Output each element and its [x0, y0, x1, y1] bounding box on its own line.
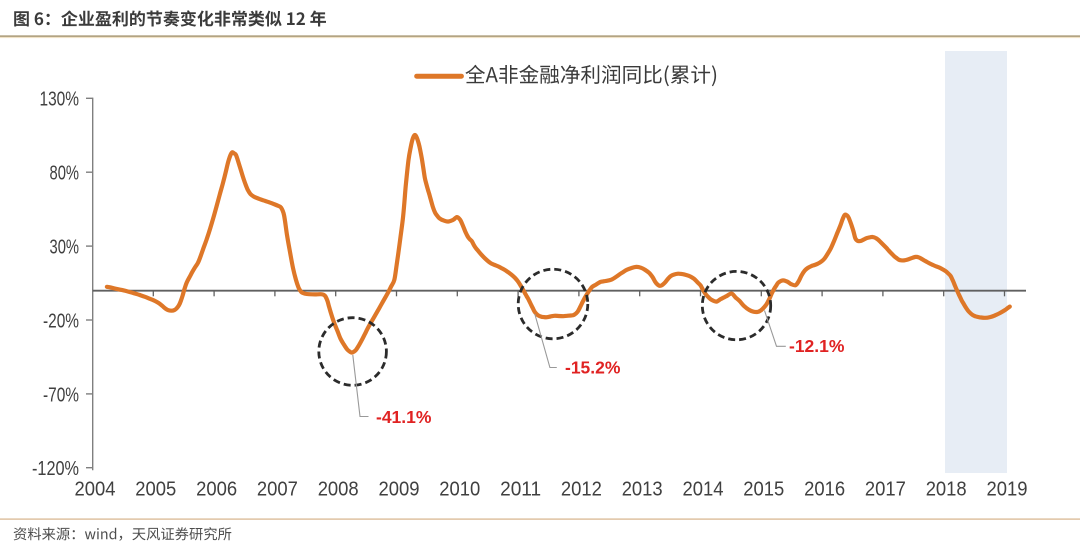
svg-text:2006: 2006	[196, 479, 237, 501]
svg-text:-20%: -20%	[43, 310, 79, 332]
svg-text:2018: 2018	[926, 479, 967, 501]
svg-text:2005: 2005	[135, 479, 176, 501]
svg-text:2008: 2008	[318, 479, 359, 501]
svg-text:130%: 130%	[40, 89, 80, 111]
svg-text:-120%: -120%	[32, 458, 79, 480]
svg-text:-70%: -70%	[43, 384, 79, 406]
svg-text:2017: 2017	[865, 479, 906, 501]
svg-text:-12.1%: -12.1%	[789, 336, 845, 356]
svg-text:2015: 2015	[743, 479, 784, 501]
svg-text:80%: 80%	[50, 163, 80, 185]
svg-text:2016: 2016	[804, 479, 845, 501]
svg-text:2014: 2014	[683, 479, 724, 501]
svg-text:2011: 2011	[500, 479, 541, 501]
svg-text:2009: 2009	[379, 479, 420, 501]
svg-text:2013: 2013	[622, 479, 663, 501]
svg-text:-15.2%: -15.2%	[565, 358, 621, 378]
svg-text:2019: 2019	[987, 479, 1028, 501]
svg-text:30%: 30%	[50, 237, 80, 259]
svg-text:-41.1%: -41.1%	[376, 407, 432, 427]
svg-text:2004: 2004	[75, 479, 116, 501]
svg-text:2010: 2010	[439, 479, 480, 501]
svg-text:2012: 2012	[561, 479, 602, 501]
svg-text:2007: 2007	[257, 479, 298, 501]
